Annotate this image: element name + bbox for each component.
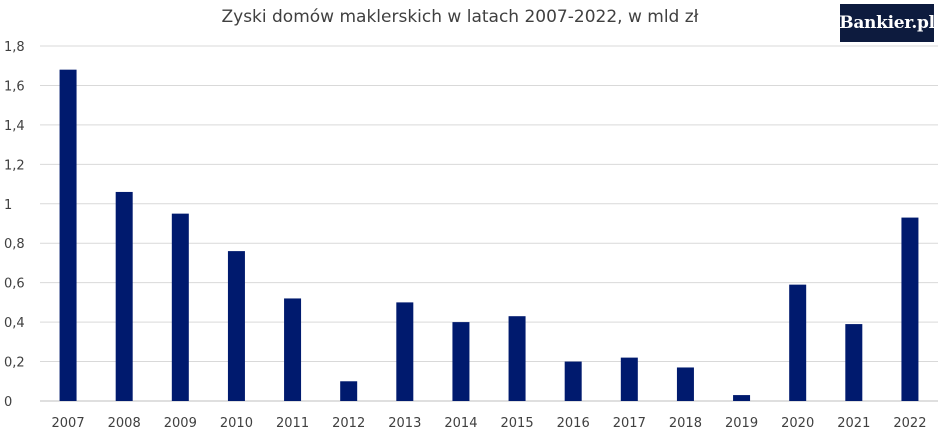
x-tick-label: 2013: [388, 416, 421, 431]
y-tick-label: 0,4: [4, 316, 25, 331]
x-axis-ticks: 2007 2008 2009 2010 2011 2012 2013 2014 2015 2016…: [52, 416, 927, 431]
y-tick-label: 0,2: [4, 356, 25, 371]
x-tick-label: 2015: [501, 416, 534, 431]
y-tick-label: 1,2: [4, 158, 25, 173]
x-tick-label: 2009: [164, 416, 197, 431]
bar-2019: [733, 395, 751, 401]
y-tick-label: 1: [4, 198, 12, 213]
x-tick-label: 2020: [781, 416, 814, 431]
x-tick-label: 2007: [52, 416, 85, 431]
x-tick-label: 2021: [837, 416, 870, 431]
y-tick-label: 0,6: [4, 277, 25, 292]
y-tick-label: 1,8: [4, 40, 25, 55]
bar-2011: [284, 298, 302, 401]
bar-2008: [115, 191, 133, 401]
y-tick-label: 1,6: [4, 79, 25, 94]
bar-2018: [676, 367, 694, 401]
x-tick-label: 2019: [725, 416, 758, 431]
bar-2009: [171, 213, 189, 401]
bar-2017: [620, 357, 638, 401]
x-tick-label: 2017: [613, 416, 646, 431]
bar-2007: [59, 69, 77, 402]
x-tick-label: 2010: [220, 416, 253, 431]
logo-text: Bankier.pl: [839, 13, 935, 33]
x-tick-label: 2016: [557, 416, 590, 431]
y-axis-ticks: 0 0,2 0,4 0,6 0,8 1 1,2 1,4 1,6 1,8: [4, 40, 25, 410]
y-tick-label: 0: [4, 395, 12, 410]
bar-2014: [452, 322, 470, 401]
x-tick-label: 2008: [108, 416, 141, 431]
bar-2013: [396, 302, 414, 401]
bar-2012: [340, 381, 358, 401]
chart-title: Zyski domów maklerskich w latach 2007-20…: [221, 7, 698, 27]
bar-2021: [845, 324, 863, 401]
x-tick-label: 2014: [444, 416, 477, 431]
bar-2020: [789, 284, 807, 401]
bar-2010: [227, 251, 245, 401]
y-tick-label: 0,8: [4, 237, 25, 252]
bar-2022: [901, 217, 919, 401]
x-tick-label: 2011: [276, 416, 309, 431]
bankier-logo: Bankier.pl: [839, 4, 935, 42]
gridlines: [40, 45, 938, 402]
y-tick-label: 1,4: [4, 119, 25, 134]
bars: [59, 69, 919, 402]
x-tick-label: 2012: [332, 416, 365, 431]
bar-2015: [508, 316, 526, 401]
x-tick-label: 2022: [893, 416, 926, 431]
bar-2016: [564, 361, 582, 401]
x-tick-label: 2018: [669, 416, 702, 431]
